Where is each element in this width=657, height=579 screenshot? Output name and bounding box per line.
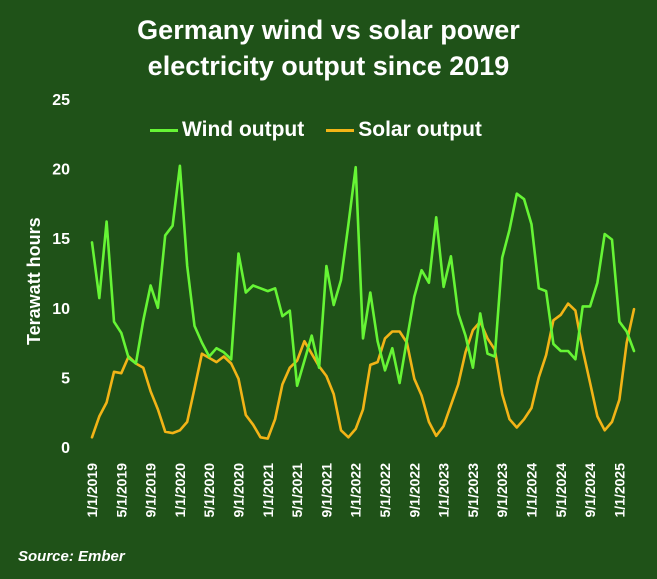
x-tick-label: 5/1/2022 [377,463,393,518]
legend-swatch-solar [326,128,355,132]
y-tick-label: 25 [52,92,70,109]
legend-label-solar: Solar output [358,118,482,141]
x-tick-label: 9/1/2021 [318,463,334,518]
solar-output-line [90,302,636,440]
y-tick-label: 20 [52,162,70,179]
x-axis: 1/1/2019 5/1/2019 9/1/2019 1/1/2020 5/1/2020… [84,463,627,518]
x-tick-label: 1/1/2019 [84,463,100,518]
x-tick-label: 1/1/2024 [523,463,539,518]
x-tick-label: 9/1/2020 [230,463,246,518]
legend-item-solar[interactable]: Solar output [326,118,482,142]
x-tick-label: 5/1/2020 [201,463,217,518]
legend-label-wind: Wind output [182,118,305,141]
x-tick-label: 5/1/2019 [113,463,129,518]
y-tick-label: 15 [52,231,70,248]
legend-item-wind[interactable]: Wind output [150,118,304,142]
x-tick-label: 1/1/2021 [260,463,276,518]
x-tick-label: 5/1/2023 [465,463,481,518]
source-note: Source: Ember [18,548,125,565]
x-tick-label: 1/1/2025 [611,463,627,518]
x-tick-label: 1/1/2023 [436,463,452,518]
legend: Wind output Solar output [150,118,504,142]
x-tick-label: 9/1/2023 [494,463,510,518]
series-lines [90,164,636,440]
x-tick-label: 5/1/2021 [289,463,305,518]
wind-output-line [90,164,636,388]
y-tick-label: 0 [61,440,70,457]
x-tick-label: 1/1/2020 [172,463,188,518]
chart-title: Germany wind vs solar power electricity … [0,12,657,84]
x-tick-label: 9/1/2022 [406,463,422,518]
y-tick-label: 5 [61,370,70,387]
y-axis: 0 5 10 15 20 25 [52,92,70,457]
x-tick-label: 5/1/2024 [553,463,569,518]
x-tick-label: 9/1/2024 [582,463,598,518]
x-tick-label: 9/1/2019 [143,463,159,518]
y-tick-label: 10 [52,301,70,318]
chart-title-line-1: Germany wind vs solar power [137,15,520,45]
x-tick-label: 1/1/2022 [348,463,364,518]
legend-swatch-wind [150,128,178,132]
chart-title-line-2: electricity output since 2019 [147,51,510,81]
